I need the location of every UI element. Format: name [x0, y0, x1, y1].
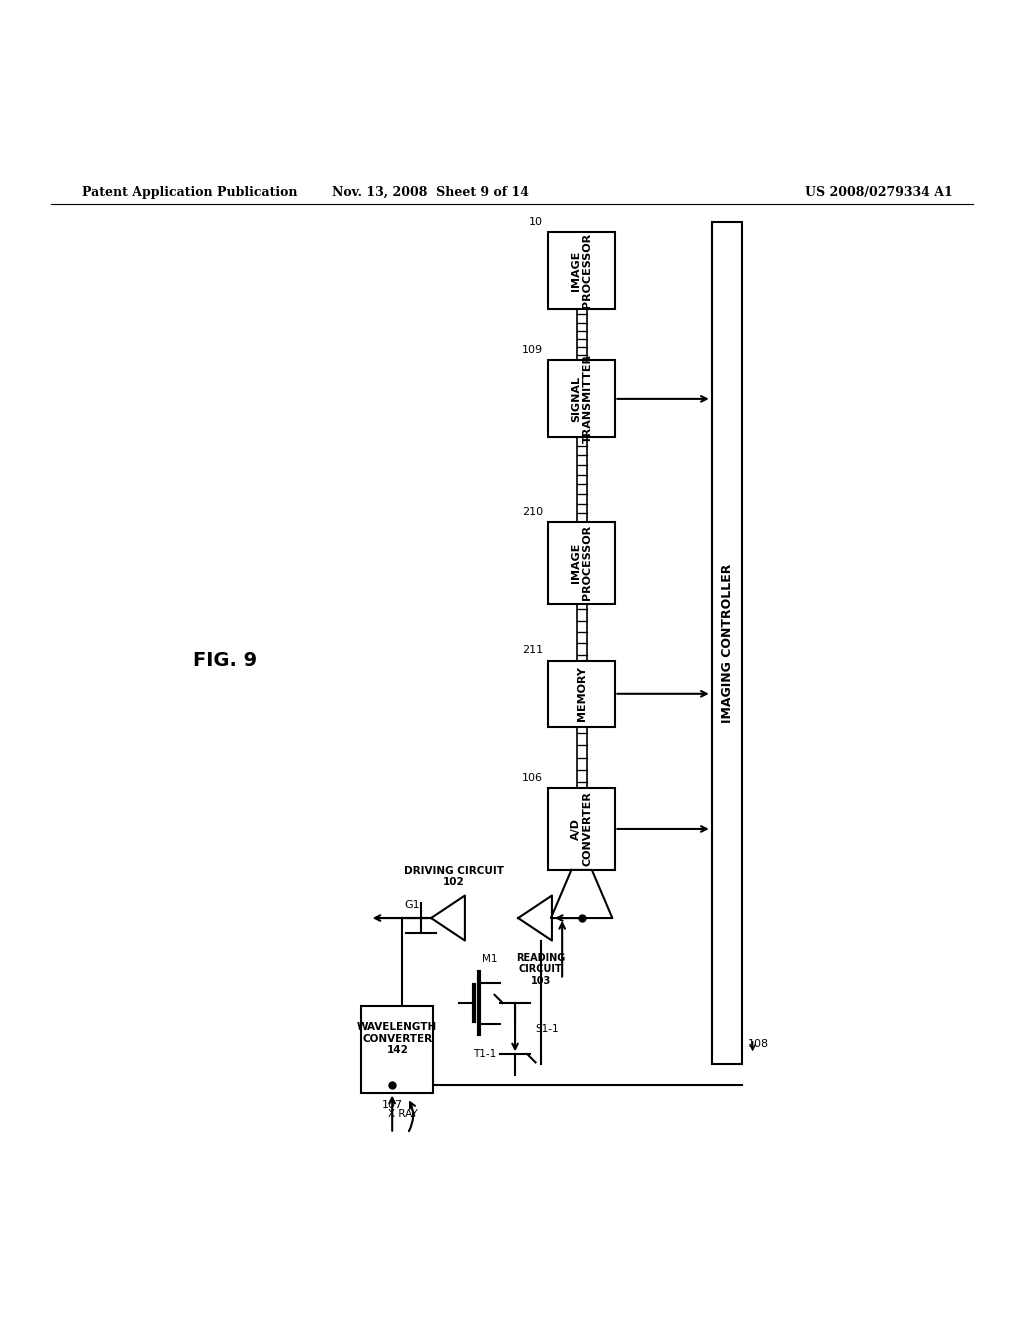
Text: IMAGE
PROCESSOR: IMAGE PROCESSOR [570, 234, 593, 309]
Bar [549, 660, 614, 727]
Text: A/D
CONVERTER: A/D CONVERTER [570, 792, 593, 866]
Text: 10: 10 [529, 218, 543, 227]
Text: WAVELENGTH
CONVERTER
142: WAVELENGTH CONVERTER 142 [357, 1022, 437, 1056]
Bar [361, 1006, 433, 1093]
Text: 109: 109 [522, 346, 543, 355]
Text: X RAY: X RAY [387, 1109, 418, 1118]
Text: FIG. 9: FIG. 9 [194, 651, 257, 669]
Text: MEMORY: MEMORY [577, 667, 587, 721]
Text: READING
CIRCUIT
103: READING CIRCUIT 103 [516, 953, 565, 986]
Polygon shape [431, 895, 465, 941]
Text: US 2008/0279334 A1: US 2008/0279334 A1 [805, 186, 952, 198]
Text: DRIVING CIRCUIT
102: DRIVING CIRCUIT 102 [403, 866, 504, 887]
Text: G1: G1 [404, 900, 421, 909]
Bar [549, 232, 614, 309]
Text: M1: M1 [481, 954, 498, 964]
Text: 108: 108 [748, 1039, 769, 1049]
Text: 210: 210 [522, 507, 543, 516]
Bar [549, 788, 614, 870]
Polygon shape [518, 895, 552, 941]
Text: 106: 106 [522, 774, 543, 783]
Text: T1-1: T1-1 [473, 1049, 496, 1059]
Bar [549, 360, 614, 437]
Text: Nov. 13, 2008  Sheet 9 of 14: Nov. 13, 2008 Sheet 9 of 14 [332, 186, 528, 198]
Text: 211: 211 [522, 645, 543, 656]
Polygon shape [551, 870, 612, 917]
Text: SIGNAL
TRANSMITTER: SIGNAL TRANSMITTER [570, 354, 593, 444]
Text: IMAGE
PROCESSOR: IMAGE PROCESSOR [570, 525, 593, 601]
Text: 107: 107 [382, 1101, 402, 1110]
Text: IMAGING CONTROLLER: IMAGING CONTROLLER [721, 564, 733, 723]
Bar [712, 222, 742, 1064]
Bar [549, 521, 614, 603]
Text: S1-1: S1-1 [536, 1023, 559, 1034]
Text: Patent Application Publication: Patent Application Publication [82, 186, 297, 198]
